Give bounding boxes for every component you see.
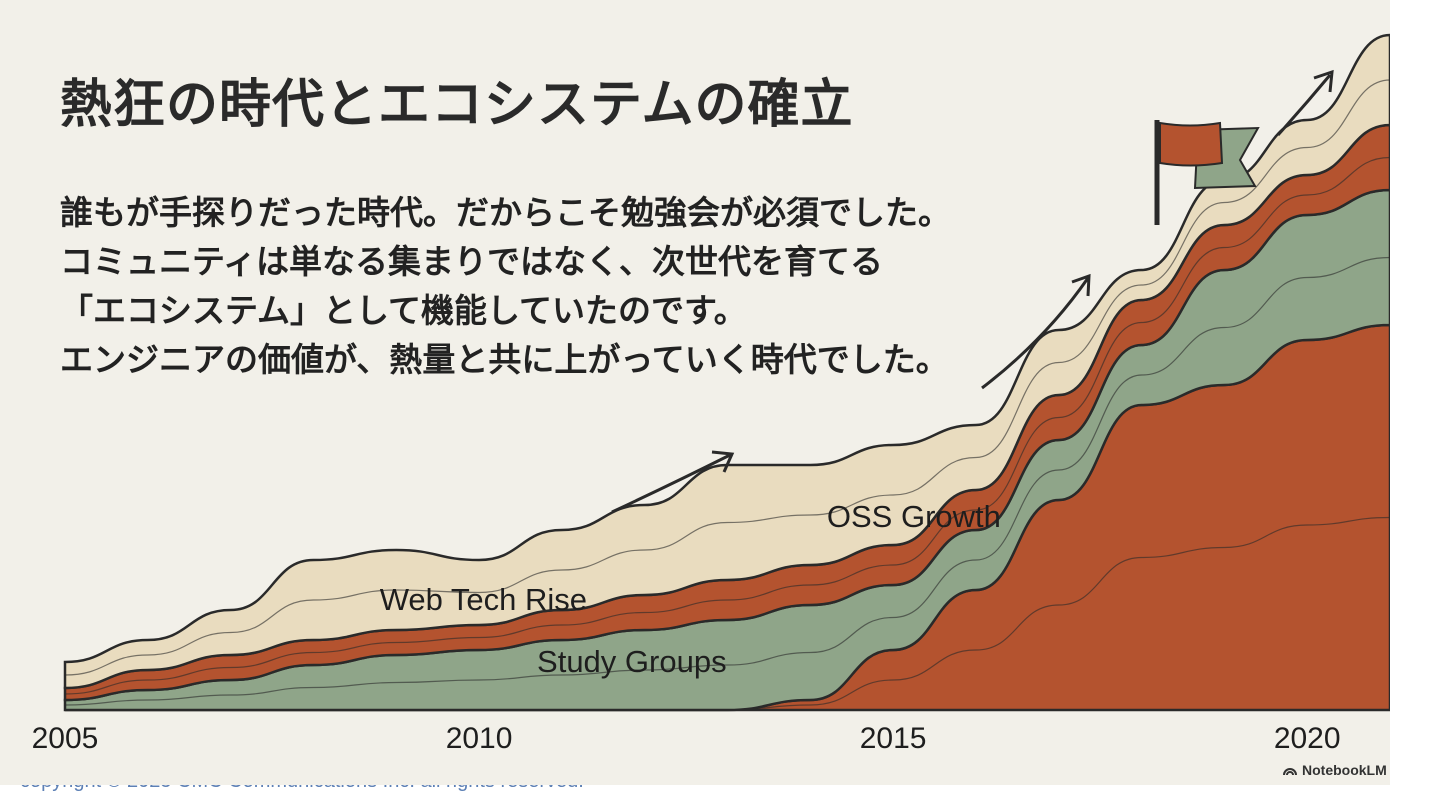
body-line: 「エコシステム」として機能していたのです。 xyxy=(60,291,747,330)
brand-badge: NotebookLM xyxy=(1282,762,1387,778)
annotation-label: Web Tech Rise xyxy=(380,582,587,617)
slide-body: 誰もが手探りだった時代。だからこそ勉強会が必須でした。 コミュニティは単なる集ま… xyxy=(60,188,951,384)
annotation-label: OSS Growth xyxy=(827,499,1001,534)
x-tick-label: 2020 xyxy=(1274,722,1341,755)
body-line: コミュニティは単なる集まりではなく、次世代を育てる xyxy=(60,242,884,281)
trend-arrow-icon xyxy=(1276,69,1334,137)
body-line: エンジニアの価値が、熱量と共に上がっていく時代でした。 xyxy=(60,340,949,379)
x-tick-label: 2005 xyxy=(32,722,99,755)
contour-line xyxy=(64,256,1390,706)
slide: 2005 2010 2015 2020 Web Tech Rise Study Grou… xyxy=(0,0,1390,785)
body-line: 誰もが手探りだった時代。だからこそ勉強会が必須でした。 xyxy=(60,193,951,232)
notebooklm-logo-icon xyxy=(1283,768,1297,776)
x-tick-label: 2015 xyxy=(860,722,927,755)
contour-line xyxy=(64,79,1390,676)
stacked-area-chart: 2005 2010 2015 2020 Web Tech Rise Study Grou… xyxy=(32,33,1390,755)
brand-name: NotebookLM xyxy=(1302,762,1387,778)
flag-icon xyxy=(1154,120,1260,225)
area-layer-4 xyxy=(63,33,1390,690)
trend-arrow-icon xyxy=(981,273,1091,390)
decorations xyxy=(611,69,1334,514)
slide-title: 熱狂の時代とエコシステムの確立 xyxy=(60,75,854,135)
contour-line xyxy=(64,156,1390,695)
x-tick-label: 2010 xyxy=(446,722,513,755)
trend-arrow-icon xyxy=(611,450,735,514)
annotation-label: Study Groups xyxy=(537,644,727,679)
